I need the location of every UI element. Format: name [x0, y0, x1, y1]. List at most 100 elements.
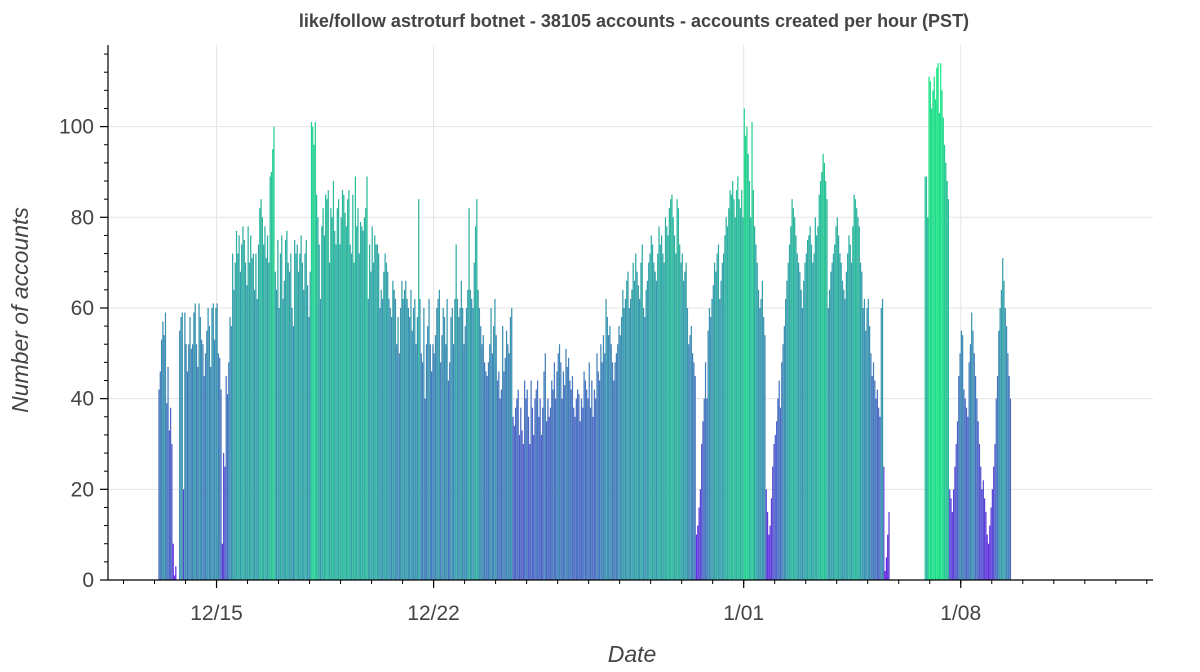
bar — [546, 421, 548, 580]
bar — [500, 389, 503, 580]
bar — [986, 534, 988, 580]
bar — [866, 307, 868, 580]
bar — [870, 353, 872, 580]
bar — [1002, 258, 1004, 580]
bar — [764, 335, 766, 580]
bar — [330, 208, 332, 580]
bar — [684, 271, 686, 580]
bar — [472, 307, 474, 580]
bar — [825, 181, 827, 580]
bar — [350, 253, 353, 580]
bar — [387, 271, 389, 580]
bar — [564, 385, 566, 580]
bar — [487, 362, 490, 580]
bar — [362, 230, 364, 580]
bar — [976, 398, 978, 580]
bar — [343, 194, 345, 580]
bar — [863, 298, 866, 580]
bar — [761, 280, 763, 580]
y-axis-label: Number of accounts — [7, 207, 33, 413]
bar — [400, 307, 402, 580]
y-tick-label: 80 — [71, 206, 94, 229]
bar — [521, 430, 523, 580]
bar — [857, 217, 859, 581]
bar — [613, 380, 615, 580]
bar — [959, 353, 961, 580]
bar — [221, 543, 223, 580]
bar — [299, 253, 301, 580]
bar — [690, 326, 692, 580]
bar — [994, 443, 996, 580]
bar — [991, 489, 993, 580]
bar — [199, 317, 201, 580]
bar — [755, 244, 757, 581]
bar — [974, 375, 977, 580]
bar — [951, 511, 953, 580]
bar — [725, 217, 727, 581]
bar — [562, 371, 565, 580]
bar — [680, 262, 682, 580]
bar — [707, 330, 709, 580]
bar — [211, 307, 213, 580]
bar — [847, 253, 849, 580]
bar — [555, 398, 557, 580]
bar — [679, 244, 681, 581]
bar — [589, 407, 592, 580]
bar — [354, 176, 357, 581]
bar — [989, 525, 991, 580]
bar — [327, 190, 329, 580]
bar — [296, 244, 298, 581]
bar — [164, 312, 167, 580]
bar — [490, 307, 492, 580]
bar — [849, 244, 851, 581]
y-tick-label: 40 — [71, 388, 94, 411]
bar — [867, 298, 869, 580]
bar — [644, 317, 646, 580]
bar — [397, 317, 399, 580]
bar — [314, 122, 316, 580]
bar — [197, 366, 199, 580]
bar — [735, 190, 738, 580]
bar — [348, 190, 350, 580]
bar — [942, 117, 944, 580]
bar — [226, 394, 229, 580]
bar — [503, 371, 505, 580]
bar — [241, 244, 243, 581]
bar — [595, 398, 597, 580]
bar — [721, 262, 723, 580]
bar — [884, 570, 886, 580]
bar — [801, 307, 804, 580]
bar — [704, 362, 707, 580]
bar — [481, 344, 483, 580]
bar — [366, 176, 368, 581]
bar — [230, 326, 232, 580]
bar — [353, 262, 355, 580]
bar — [312, 126, 314, 581]
bar — [831, 262, 833, 580]
bar — [587, 398, 589, 580]
bar — [925, 176, 928, 581]
bar — [476, 199, 478, 580]
bar — [732, 181, 734, 580]
bar — [660, 235, 663, 581]
bar — [593, 389, 596, 580]
bar — [662, 253, 664, 580]
bar — [316, 194, 318, 580]
bar — [370, 271, 372, 580]
bar — [261, 217, 263, 581]
bar — [998, 330, 1000, 580]
bar — [723, 253, 725, 580]
bar — [667, 235, 669, 581]
bar — [306, 285, 309, 580]
bar — [520, 407, 522, 580]
bar — [450, 317, 452, 580]
bar — [673, 235, 676, 581]
bar — [750, 217, 752, 581]
bar — [212, 303, 214, 580]
bar — [600, 344, 602, 580]
bar — [698, 507, 700, 580]
bar — [222, 453, 225, 580]
bar — [577, 389, 579, 580]
bar — [368, 244, 371, 581]
